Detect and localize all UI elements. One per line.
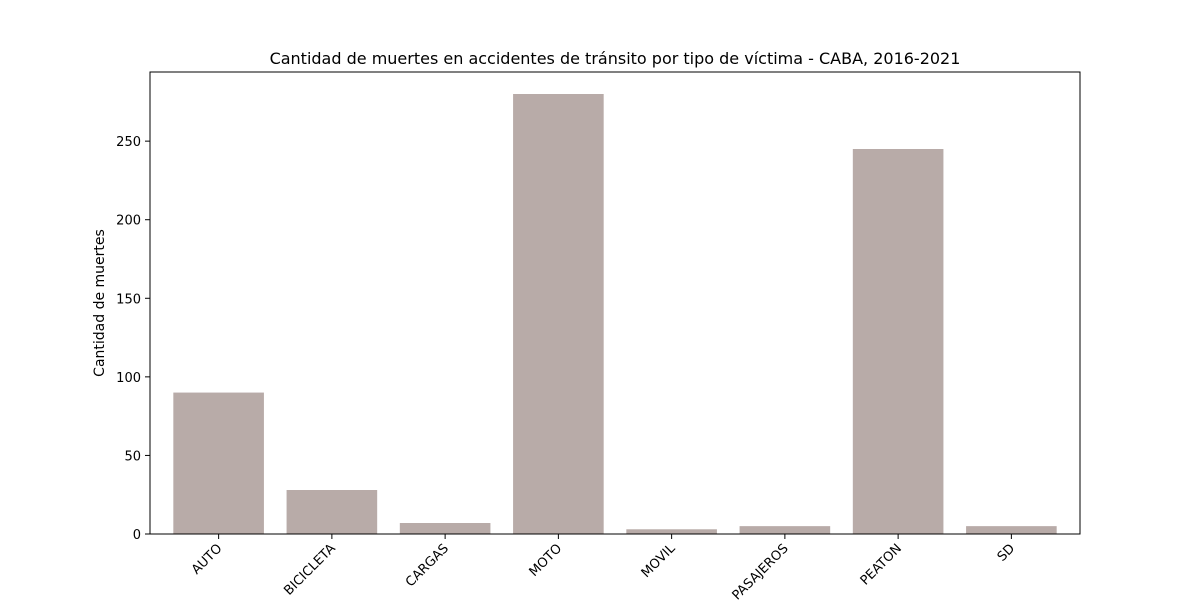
x-tick-label: BICICLETA bbox=[281, 541, 338, 598]
bar-peaton bbox=[852, 149, 944, 534]
y-tick-label: 100 bbox=[116, 371, 141, 386]
bar-moto bbox=[513, 94, 604, 534]
bar-sd bbox=[966, 526, 1057, 534]
y-tick-label: 200 bbox=[116, 214, 141, 229]
bar-movil bbox=[626, 529, 717, 534]
bar-bicicleta bbox=[286, 490, 378, 534]
chart-title: Cantidad de muertes en accidentes de trá… bbox=[270, 49, 961, 68]
y-tick-label: 150 bbox=[116, 292, 141, 307]
x-axis: AUTO BICICLETA CARGAS MOTO MOVIL PASAJEROS PEA… bbox=[189, 534, 1018, 600]
y-axis: 0 50 100 150 200 250 bbox=[116, 135, 150, 543]
y-tick-label: 50 bbox=[124, 449, 141, 464]
y-tick-label: 0 bbox=[133, 528, 141, 543]
plot-frame bbox=[149, 71, 1081, 535]
x-tick-label: PASAJEROS bbox=[730, 541, 792, 600]
y-axis-label: Cantidad de muertes bbox=[92, 229, 108, 377]
y-tick-label: 250 bbox=[116, 135, 141, 150]
x-tick-label: SD bbox=[995, 541, 1019, 565]
bar-auto bbox=[173, 392, 264, 534]
x-tick-label: PEATON bbox=[858, 541, 905, 588]
x-tick-label: MOTO bbox=[527, 541, 566, 580]
x-tick-label: MOVIL bbox=[639, 541, 679, 581]
x-tick-label: AUTO bbox=[189, 541, 225, 577]
bar-cargas bbox=[399, 523, 491, 534]
bars-group bbox=[173, 94, 1057, 534]
x-tick-label: CARGAS bbox=[403, 541, 452, 590]
bar-pasajeros bbox=[739, 526, 831, 534]
